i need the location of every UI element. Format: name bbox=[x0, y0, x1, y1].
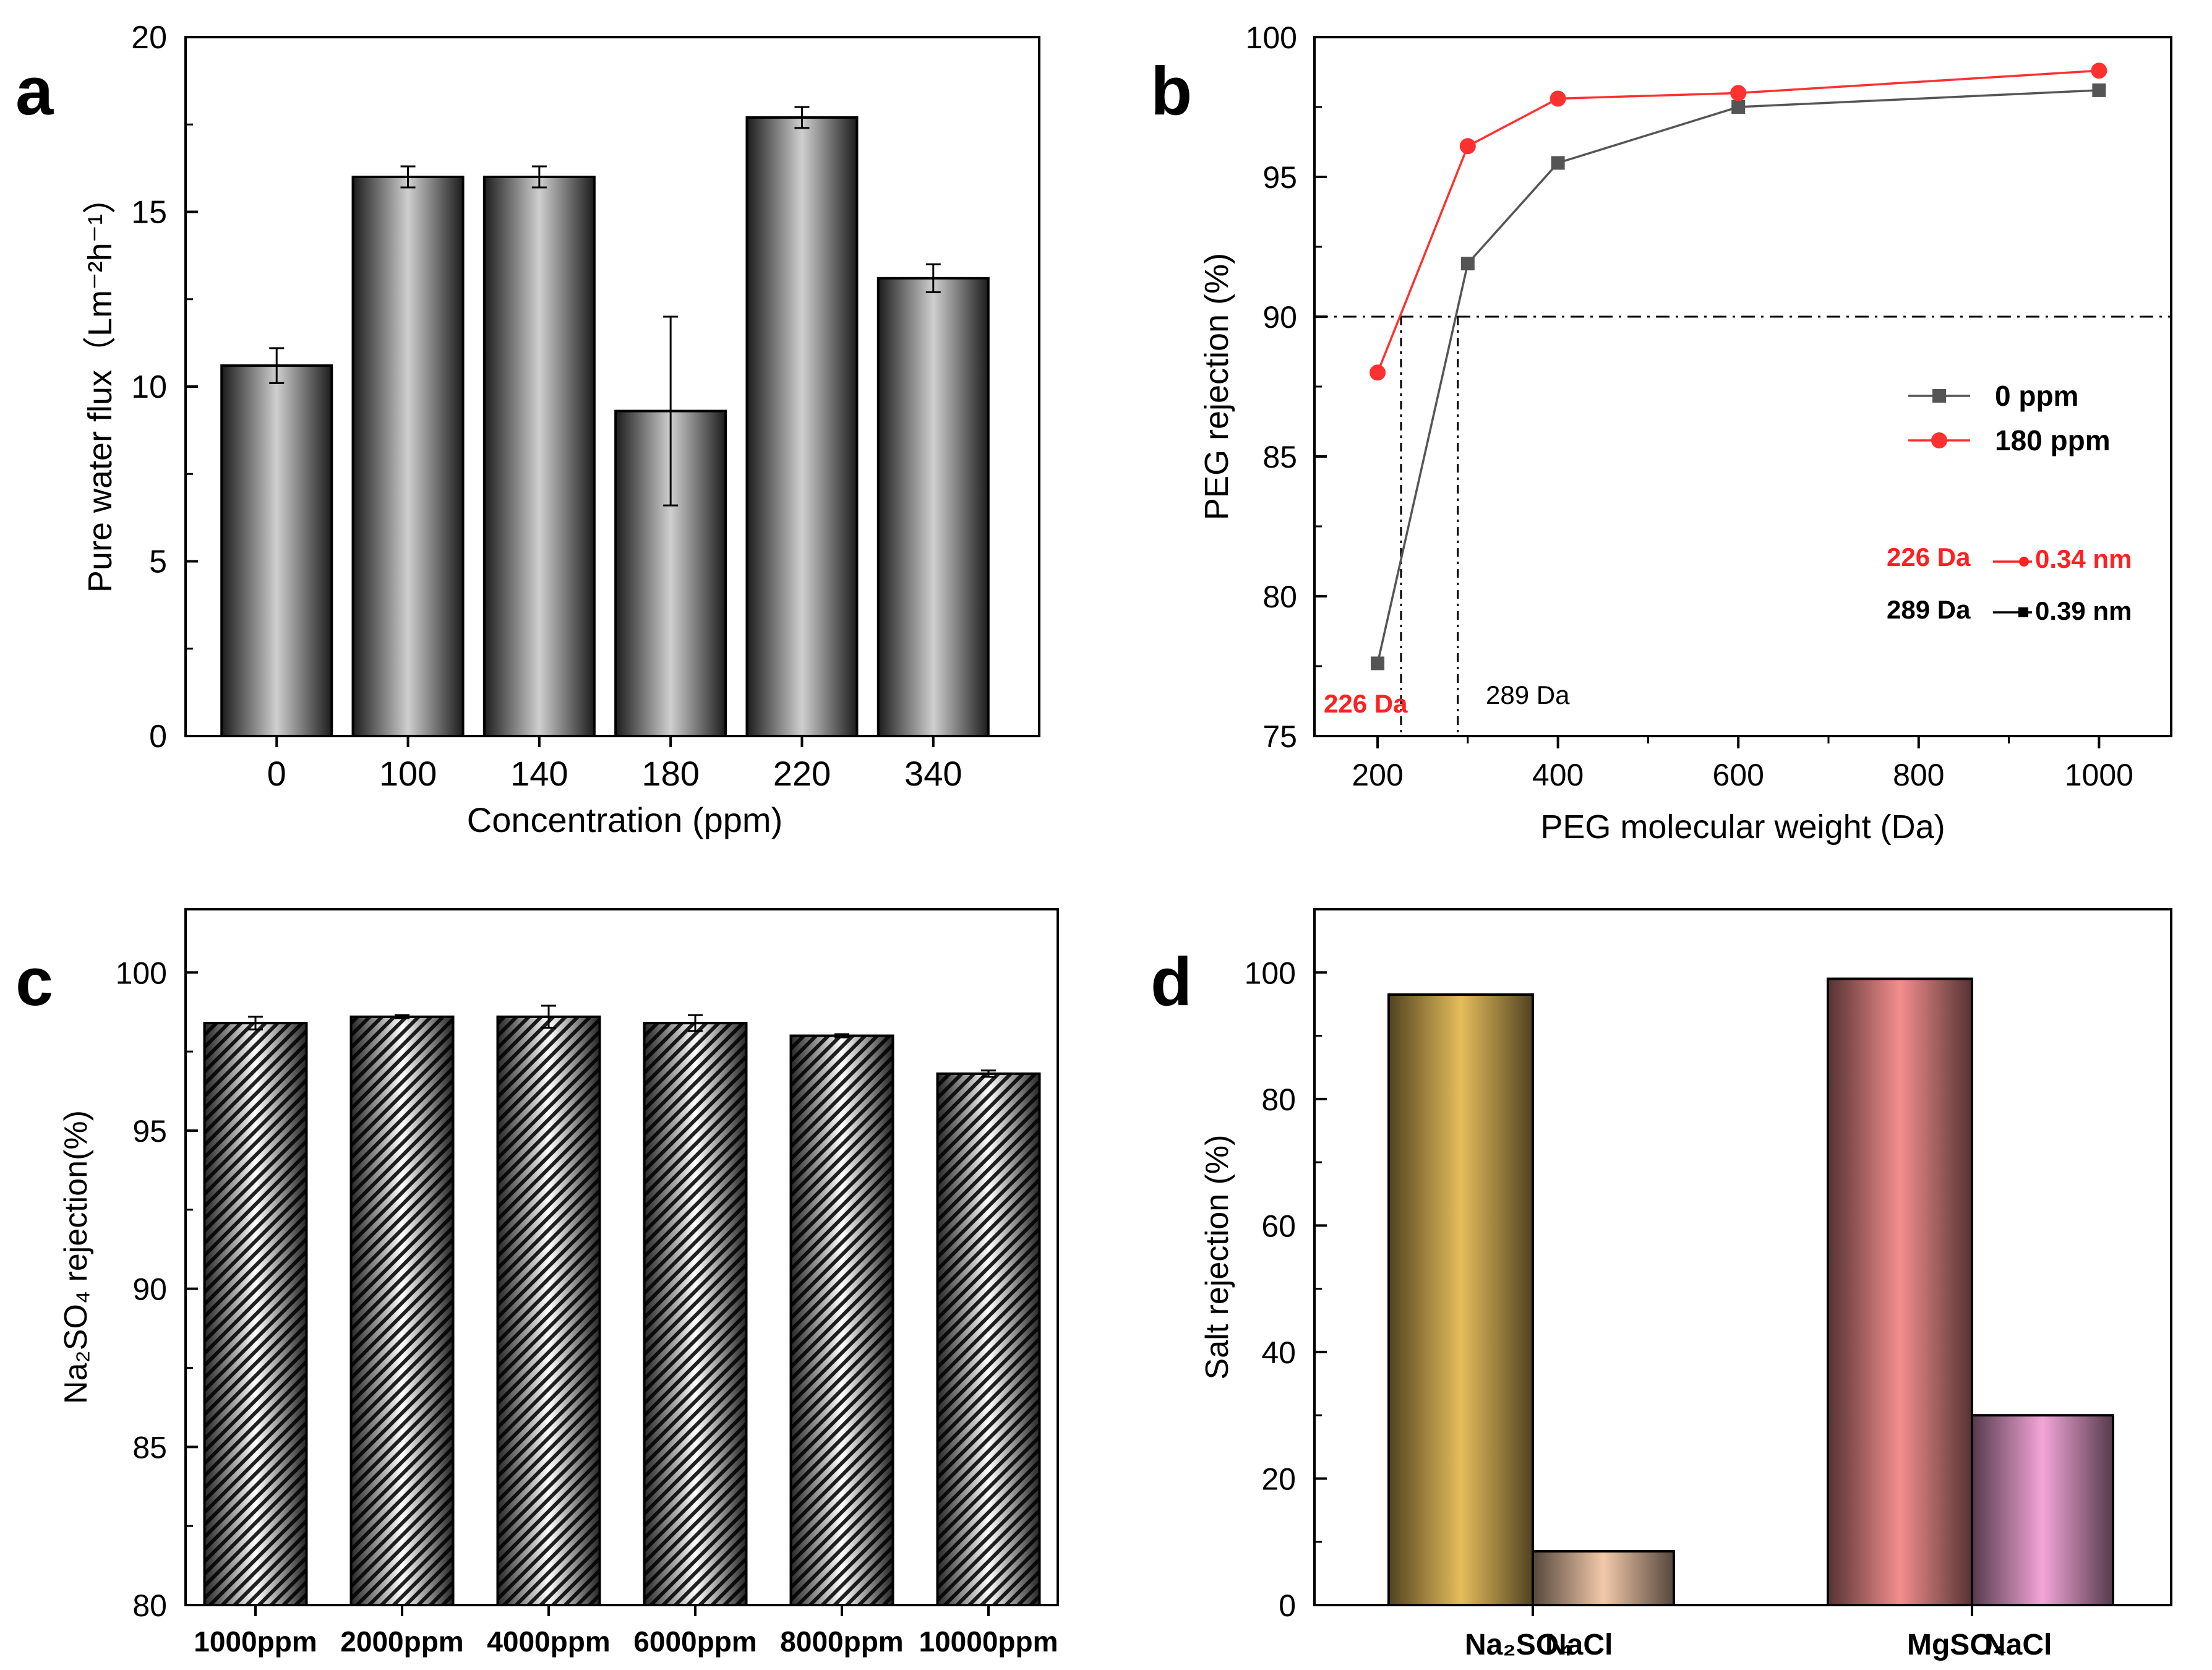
chart-c-plot: 80 85 90 95 100 1000ppm 2000ppm 4000ppm 6000ppm 8… bbox=[58, 908, 1059, 1658]
x-tick-label: MgSO₄ bbox=[1907, 1629, 2007, 1661]
x-tick-label: 2000ppm bbox=[340, 1625, 463, 1658]
x-tick-label: NaCl bbox=[1545, 1629, 1613, 1661]
pore-size-red: 0.34 nm bbox=[2035, 544, 2132, 573]
bar-shading bbox=[349, 1015, 455, 1606]
y-axis-label: Pure water flux（Lm⁻²h⁻¹） bbox=[82, 181, 119, 593]
bar-shading bbox=[789, 1034, 894, 1606]
y-tick-label: 75 bbox=[1262, 719, 1297, 754]
chart-a-plot: 0 5 10 15 20 0 100 140 180 220 340 Concentration (p… bbox=[82, 20, 1040, 839]
y-axis-label: Salt rejection (%) bbox=[1199, 1135, 1235, 1380]
data-point bbox=[1459, 138, 1476, 155]
bar-shading bbox=[496, 1015, 601, 1606]
y-tick-label: 10 bbox=[131, 369, 167, 405]
data-point bbox=[1460, 257, 1475, 271]
data-point bbox=[2092, 83, 2106, 97]
y-tick-label: 85 bbox=[1262, 440, 1297, 474]
pore-marker-black bbox=[2018, 607, 2028, 617]
y-axis-label: PEG rejection (%) bbox=[1198, 253, 1235, 520]
y-tick-label: 0 bbox=[149, 719, 167, 755]
data-point bbox=[1731, 100, 1746, 114]
panel-label-b: b bbox=[1151, 53, 1192, 129]
pore-mw-red: 226 Da bbox=[1887, 542, 1971, 572]
y-tick-label: 80 bbox=[1261, 1082, 1296, 1117]
x-tick-label: 8000ppm bbox=[780, 1625, 903, 1658]
pore-marker-red bbox=[2019, 557, 2029, 567]
panel-label-a: a bbox=[15, 53, 54, 129]
x-tick-label: 4000ppm bbox=[487, 1625, 610, 1658]
series-line-0 bbox=[1376, 89, 2099, 664]
pore-mw-black: 289 Da bbox=[1887, 595, 1971, 624]
bar-shading bbox=[1827, 977, 1973, 1606]
x-tick-label: 140 bbox=[510, 754, 568, 793]
legend-label: 0 ppm bbox=[1995, 380, 2078, 412]
y-tick-label: 80 bbox=[1262, 580, 1297, 614]
x-axis-label: Concentration (ppm) bbox=[467, 800, 782, 839]
pore-size-black: 0.39 nm bbox=[2035, 596, 2132, 625]
x-tick-label: 200 bbox=[1352, 758, 1403, 792]
data-point bbox=[2091, 62, 2107, 79]
y-tick-label: 95 bbox=[132, 1114, 167, 1149]
y-tick-label: 15 bbox=[131, 195, 167, 231]
bar bbox=[745, 116, 859, 737]
data-point bbox=[1730, 85, 1747, 101]
x-tick-label: Na₂SO₄ bbox=[1465, 1629, 1573, 1661]
y-tick-label: 5 bbox=[149, 544, 167, 580]
legend-marker bbox=[1931, 432, 1947, 448]
y-tick-label: 90 bbox=[132, 1272, 167, 1307]
y-tick-label: 0 bbox=[1279, 1588, 1296, 1623]
x-tick-label: 10000ppm bbox=[919, 1625, 1058, 1658]
data-point bbox=[1550, 90, 1566, 107]
y-tick-label: 80 bbox=[132, 1588, 167, 1623]
y-axis-label: Na₂SO₄ rejection(%) bbox=[58, 1110, 94, 1404]
bar bbox=[351, 176, 465, 737]
y-tick-label: 20 bbox=[1261, 1462, 1296, 1496]
y-tick-label: 100 bbox=[1245, 956, 1296, 990]
x-tick-label: 340 bbox=[904, 754, 962, 793]
y-tick-label: 90 bbox=[1262, 300, 1297, 335]
bar bbox=[482, 176, 596, 737]
y-tick-label: 60 bbox=[1261, 1209, 1296, 1243]
bar bbox=[220, 364, 333, 737]
chart-b-plot: 75 80 85 90 95 100 200 400 600 800 1000 0 ppm 180 pp… bbox=[1198, 20, 2172, 846]
bar-shading bbox=[1971, 1414, 2114, 1607]
x-tick-label: NaCl bbox=[1984, 1629, 2052, 1661]
panel-label-c: c bbox=[15, 944, 53, 1020]
plot-frame bbox=[1313, 908, 2172, 1606]
x-tick-label: 400 bbox=[1532, 758, 1584, 792]
x-tick-label: 220 bbox=[773, 754, 831, 793]
bar-shading bbox=[203, 1022, 308, 1607]
x-tick-label: 600 bbox=[1712, 758, 1764, 792]
cutoff-label-226: 226 Da bbox=[1324, 689, 1408, 718]
x-axis-label: PEG molecular weight (Da) bbox=[1540, 808, 1945, 846]
y-tick-label: 85 bbox=[132, 1430, 167, 1465]
bar bbox=[877, 276, 990, 738]
panel-label-d: d bbox=[1151, 944, 1192, 1020]
plot-frame bbox=[184, 908, 1059, 1606]
bar-shading bbox=[1387, 993, 1534, 1607]
y-tick-label: 95 bbox=[1262, 160, 1297, 195]
x-tick-label: 100 bbox=[379, 754, 437, 793]
x-tick-label: 800 bbox=[1893, 758, 1944, 792]
y-tick-label: 20 bbox=[131, 20, 167, 56]
legend-label: 180 ppm bbox=[1995, 424, 2111, 456]
x-tick-label: 0 bbox=[267, 754, 286, 793]
bar-shading bbox=[643, 1022, 748, 1607]
data-point bbox=[1551, 156, 1565, 170]
x-tick-label: 6000ppm bbox=[633, 1625, 757, 1658]
data-point bbox=[1370, 364, 1386, 381]
data-point bbox=[1371, 656, 1385, 670]
x-tick-label: 1000 bbox=[2065, 758, 2133, 792]
x-tick-label: 1000ppm bbox=[194, 1625, 317, 1658]
x-tick-label: 180 bbox=[641, 754, 699, 793]
bar-shading bbox=[936, 1072, 1041, 1606]
bar-shading bbox=[1532, 1550, 1675, 1606]
legend-marker bbox=[1932, 389, 1946, 403]
series-line-1 bbox=[1376, 69, 2099, 374]
y-tick-label: 40 bbox=[1261, 1335, 1296, 1370]
y-tick-label: 100 bbox=[1246, 20, 1297, 55]
cutoff-label-289: 289 Da bbox=[1486, 680, 1570, 709]
y-tick-label: 100 bbox=[116, 956, 167, 990]
